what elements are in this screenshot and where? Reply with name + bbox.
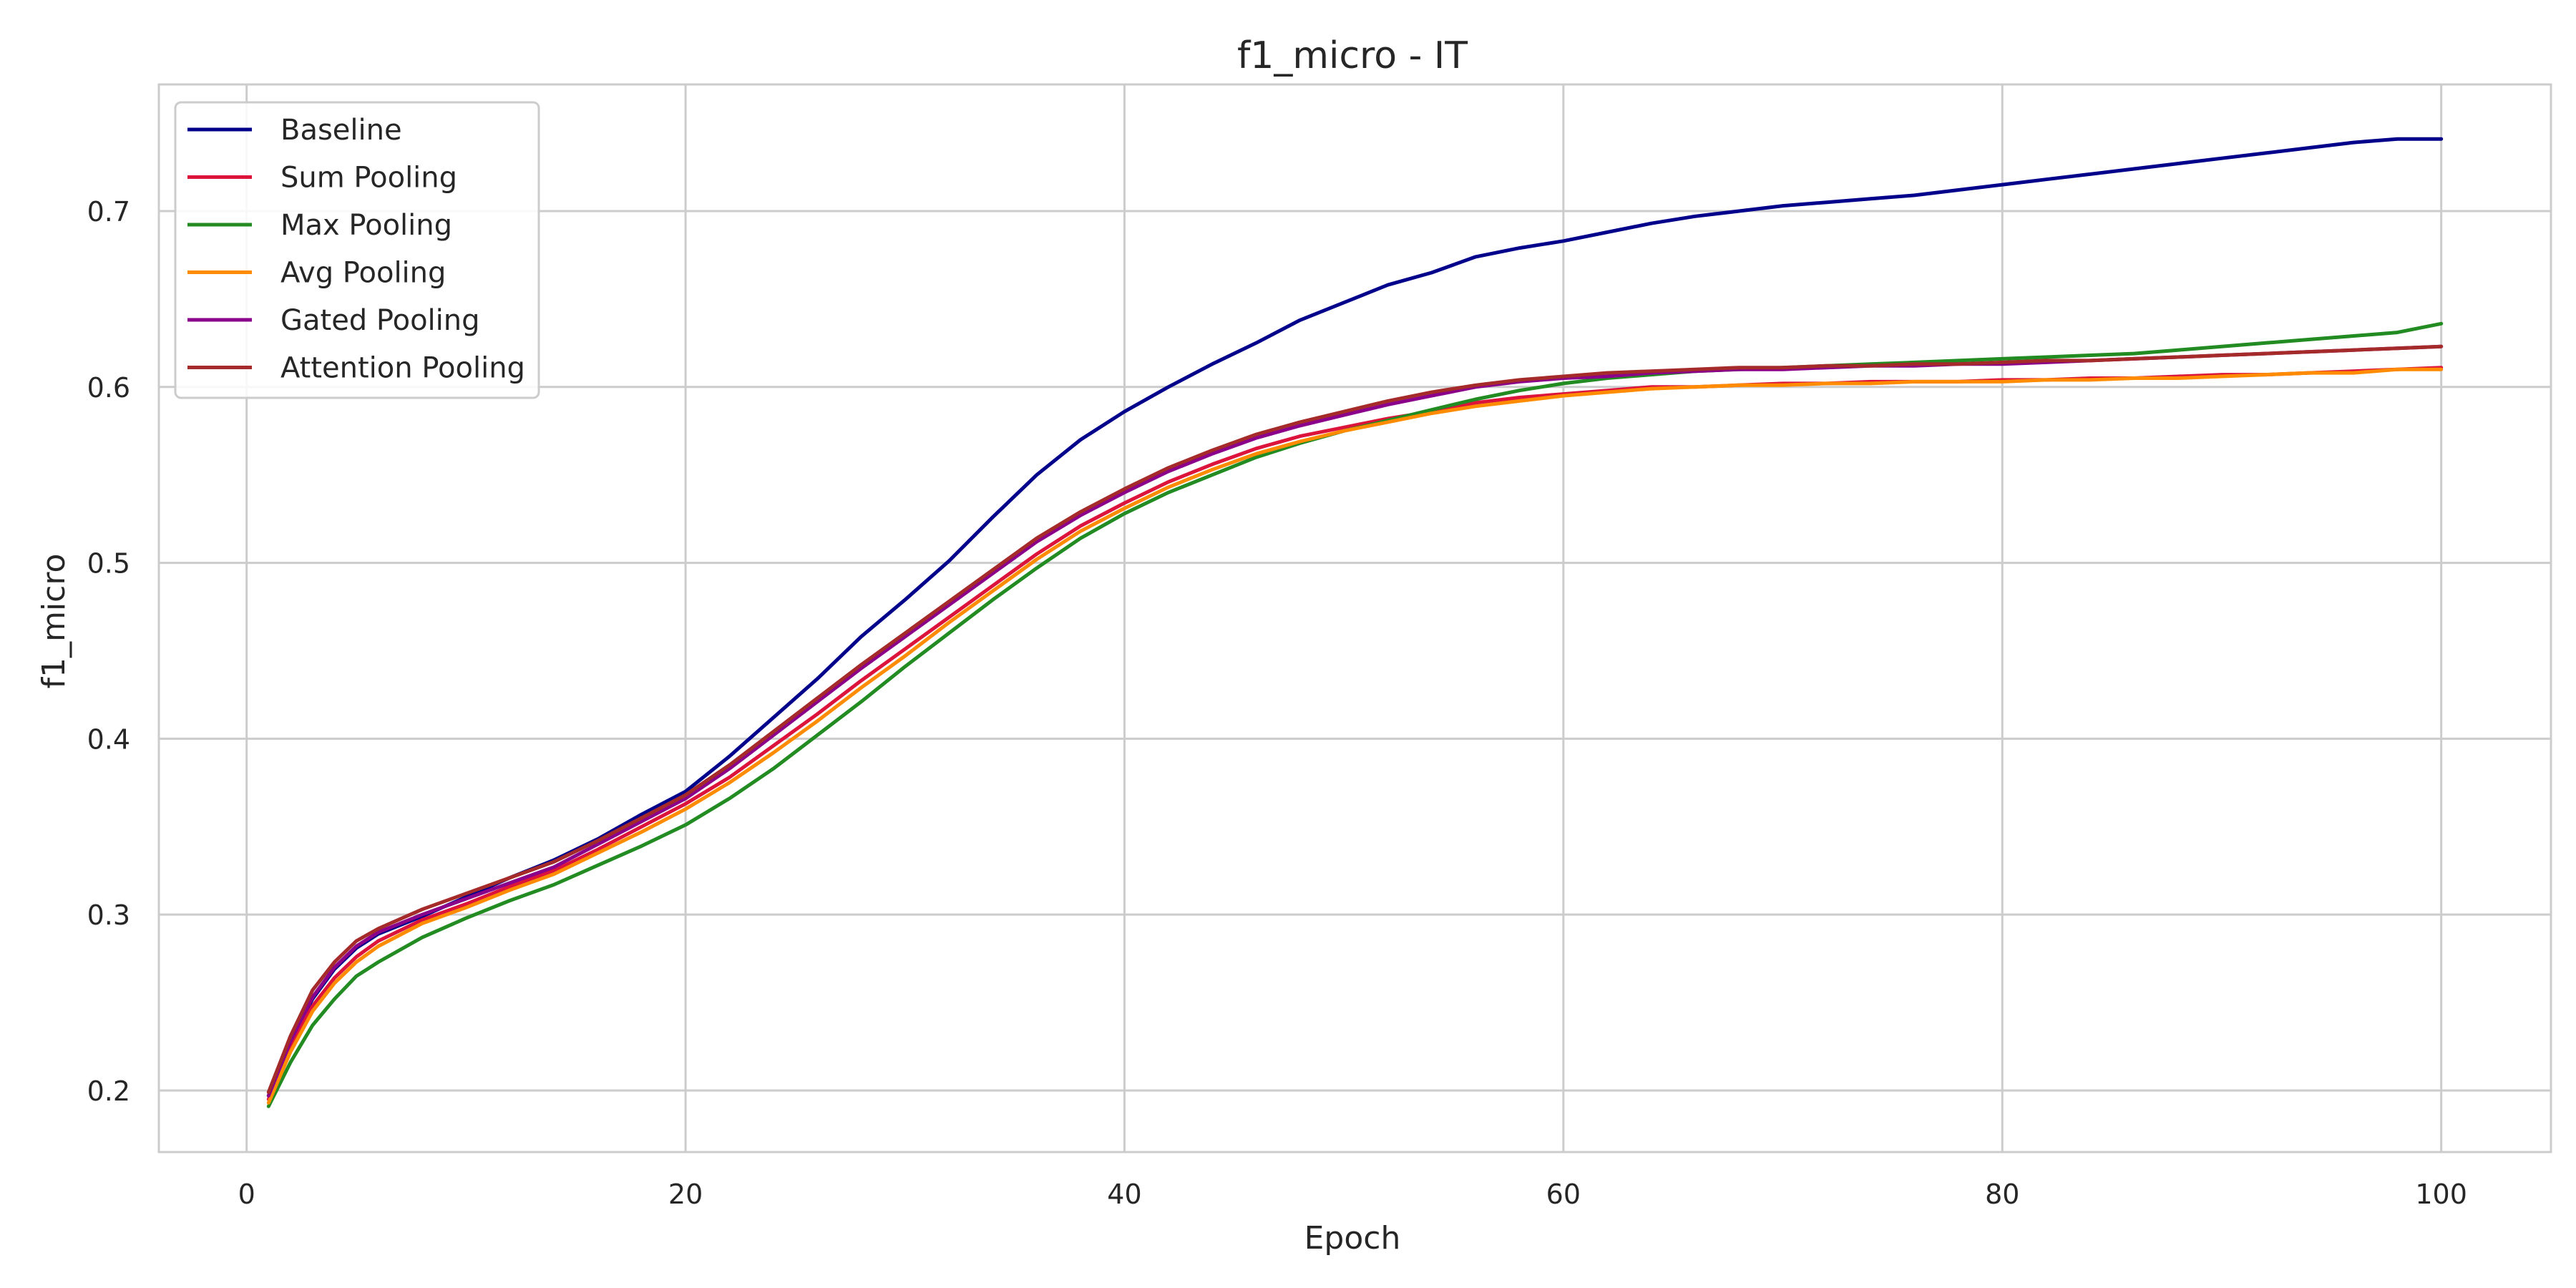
x-axis-label: Epoch — [1304, 1220, 1401, 1257]
x-tick-label: 0 — [238, 1179, 255, 1210]
y-tick-label: 0.5 — [87, 548, 130, 580]
series-line-3 — [266, 367, 2444, 1105]
y-gridlines — [159, 210, 2551, 1092]
x-tick-labels: 0 20 40 60 80 100 — [238, 1179, 2467, 1210]
plot-area-frame — [157, 83, 2552, 1153]
legend-label: Attention Pooling — [280, 352, 525, 385]
x-tick-label: 80 — [1985, 1179, 2019, 1210]
x-tick-label: 100 — [2415, 1179, 2467, 1210]
legend-label: Max Pooling — [280, 209, 452, 242]
x-tick-label: 40 — [1107, 1179, 1141, 1210]
y-tick-label: 0.4 — [87, 723, 130, 755]
y-axis-label: f1_micro — [36, 554, 72, 689]
y-tick-label: 0.2 — [87, 1075, 130, 1107]
x-tick-label: 60 — [1546, 1179, 1581, 1210]
chart-title: f1_micro - IT — [1237, 34, 1468, 77]
y-tick-labels: 0.2 0.3 0.4 0.5 0.6 0.7 — [87, 196, 130, 1107]
legend-box — [174, 101, 540, 399]
legend-label: Baseline — [280, 114, 402, 147]
y-tick-label: 0.6 — [87, 372, 130, 404]
x-tick-label: 20 — [668, 1179, 703, 1210]
legend: Baseline Sum Pooling Max Pooling Avg Poolin… — [174, 101, 540, 399]
y-tick-label: 0.3 — [87, 899, 130, 931]
legend-label: Gated Pooling — [280, 304, 480, 337]
legend-label: Sum Pooling — [280, 162, 457, 195]
series-line-5 — [266, 344, 2444, 1094]
legend-items: Baseline Sum Pooling Max Pooling Avg Poolin… — [187, 114, 525, 385]
legend-label: Avg Pooling — [280, 257, 446, 290]
y-tick-label: 0.7 — [87, 196, 130, 228]
series-lines — [266, 137, 2444, 1108]
